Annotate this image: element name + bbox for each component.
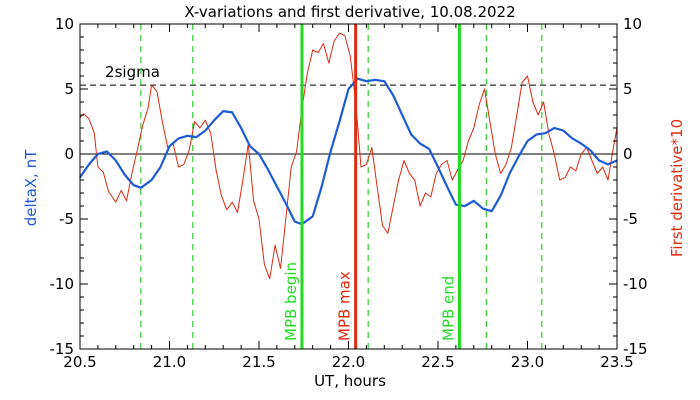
y-tick-label-left-4: -10	[50, 275, 75, 293]
x-tick-label-1: 21.0	[153, 353, 186, 371]
y-tick-label-right-4: -10	[623, 275, 648, 293]
y-tick-label-left-3: -5	[59, 210, 74, 228]
y-tick-label-right-3: -5	[623, 210, 638, 228]
x-tick-label-6: 23.5	[600, 353, 633, 371]
x-tick-label-0: 20.5	[63, 353, 96, 371]
mpb-marker-label-0: MPB begin	[282, 262, 300, 341]
y-axis-label-left: deltaX, nT	[22, 149, 40, 226]
derivative-series-line	[79, 32, 618, 280]
x-tick-label-2: 21.5	[242, 353, 275, 371]
y-tick-label-right-5: -15	[623, 340, 648, 358]
mpb-marker-label-2: MPB end	[439, 276, 457, 341]
x-axis-label: UT, hours	[314, 372, 386, 390]
y-tick-label-left-2: 0	[64, 145, 74, 163]
x-tick-label-4: 22.5	[421, 353, 454, 371]
y-tick-label-left-1: 5	[64, 80, 74, 98]
x-tick-label-5: 23.0	[511, 353, 544, 371]
y-tick-label-right-1: 5	[623, 80, 633, 98]
sigma-label: 2sigma	[105, 63, 160, 81]
x-tick-label-3: 22.0	[332, 353, 365, 371]
y-tick-label-left-5: -15	[50, 340, 75, 358]
y-tick-label-right-0: 10	[623, 15, 642, 33]
deltax-series-line	[79, 77, 618, 226]
y-tick-label-right-2: 0	[623, 145, 633, 163]
y-axis-label-right: First derivative*10	[668, 119, 686, 257]
mpb-marker-label-1: MPB max	[336, 271, 354, 341]
chart-title: X-variations and first derivative, 10.08…	[184, 3, 515, 21]
y-tick-label-left-0: 10	[55, 15, 74, 33]
